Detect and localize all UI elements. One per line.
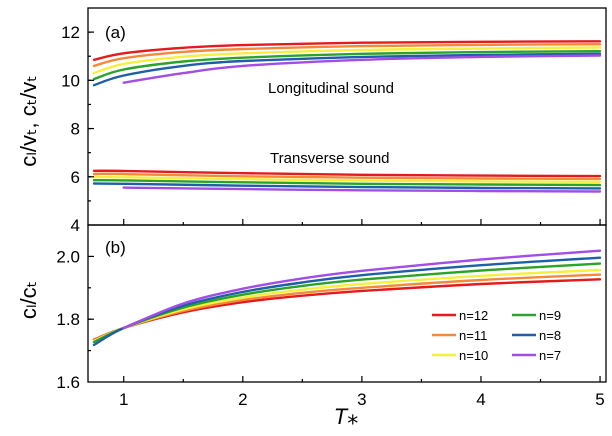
x-tick-label: 5 xyxy=(595,390,604,409)
series-line-transverse-n11 xyxy=(92,172,602,181)
y-tick-label: 4 xyxy=(71,216,80,235)
y-tick-label: 12 xyxy=(61,23,80,42)
y-tick-label: 10 xyxy=(61,71,80,90)
panel-b-curves xyxy=(92,249,602,347)
x-axis-title: T⁎ xyxy=(334,404,358,429)
panel-b: 1.6 1.8 2.0 1 2 3 4 5 (b) cₗ/cₜ T⁎ n=12 n=9 n=11… xyxy=(16,224,607,429)
panel-b-frame xyxy=(87,224,607,383)
panel-b-tag: (b) xyxy=(105,238,126,257)
panel-a-tag: (a) xyxy=(105,23,126,42)
panel-a-curves xyxy=(92,40,602,193)
legend: n=12 n=9 n=11 n=8 n=10 n=7 xyxy=(432,308,561,363)
panel-b-y-axis-title: cₗ/cₜ xyxy=(16,281,41,319)
panel-a-y-ticks: 4 6 8 10 12 xyxy=(61,23,94,235)
series-line-ratio-n7 xyxy=(122,249,602,330)
legend-label: n=11 xyxy=(459,328,487,343)
series-line-transverse-n10 xyxy=(92,175,602,183)
y-tick-label: 1.8 xyxy=(56,310,80,329)
series-line-ratio-n9 xyxy=(92,262,602,344)
panel-a-x-ticks xyxy=(123,219,601,225)
series-line-ratio-n8 xyxy=(92,256,602,347)
series-line-longitudinal-n8 xyxy=(92,52,602,87)
series-line-transverse-n7 xyxy=(122,186,602,193)
panel-a: 4 6 8 10 12 (a) Longitudinal sound Transvers… xyxy=(16,7,607,235)
legend-label: n=12 xyxy=(459,308,488,323)
x-tick-label: 3 xyxy=(357,390,366,409)
legend-label: n=8 xyxy=(539,328,561,343)
panel-b-x-ticks: 1 2 3 4 5 xyxy=(119,376,605,409)
y-tick-label: 2.0 xyxy=(56,247,80,266)
annotation-longitudinal: Longitudinal sound xyxy=(268,80,394,97)
y-tick-label: 8 xyxy=(71,120,80,139)
series-line-longitudinal-n12 xyxy=(92,40,602,61)
series-line-transverse-n9 xyxy=(92,178,602,187)
series-line-longitudinal-n7 xyxy=(122,54,602,84)
series-line-longitudinal-n9 xyxy=(92,50,602,81)
legend-label: n=10 xyxy=(459,348,488,363)
y-tick-label: 6 xyxy=(71,168,80,187)
annotation-transverse: Transverse sound xyxy=(270,150,390,167)
x-tick-label: 2 xyxy=(238,390,247,409)
x-tick-label: 1 xyxy=(119,390,128,409)
panel-b-y-ticks: 1.6 1.8 2.0 xyxy=(56,247,94,392)
series-line-longitudinal-n10 xyxy=(92,46,602,75)
y-tick-label: 1.6 xyxy=(56,373,80,392)
legend-label: n=9 xyxy=(539,308,561,323)
x-tick-label: 4 xyxy=(476,390,485,409)
legend-label: n=7 xyxy=(539,348,561,363)
series-line-longitudinal-n11 xyxy=(92,43,602,68)
panel-a-y-axis-title: cₗ/vₜ, cₜ/vₜ xyxy=(16,75,41,167)
series-line-transverse-n8 xyxy=(92,182,602,190)
series-line-transverse-n12 xyxy=(92,169,602,178)
